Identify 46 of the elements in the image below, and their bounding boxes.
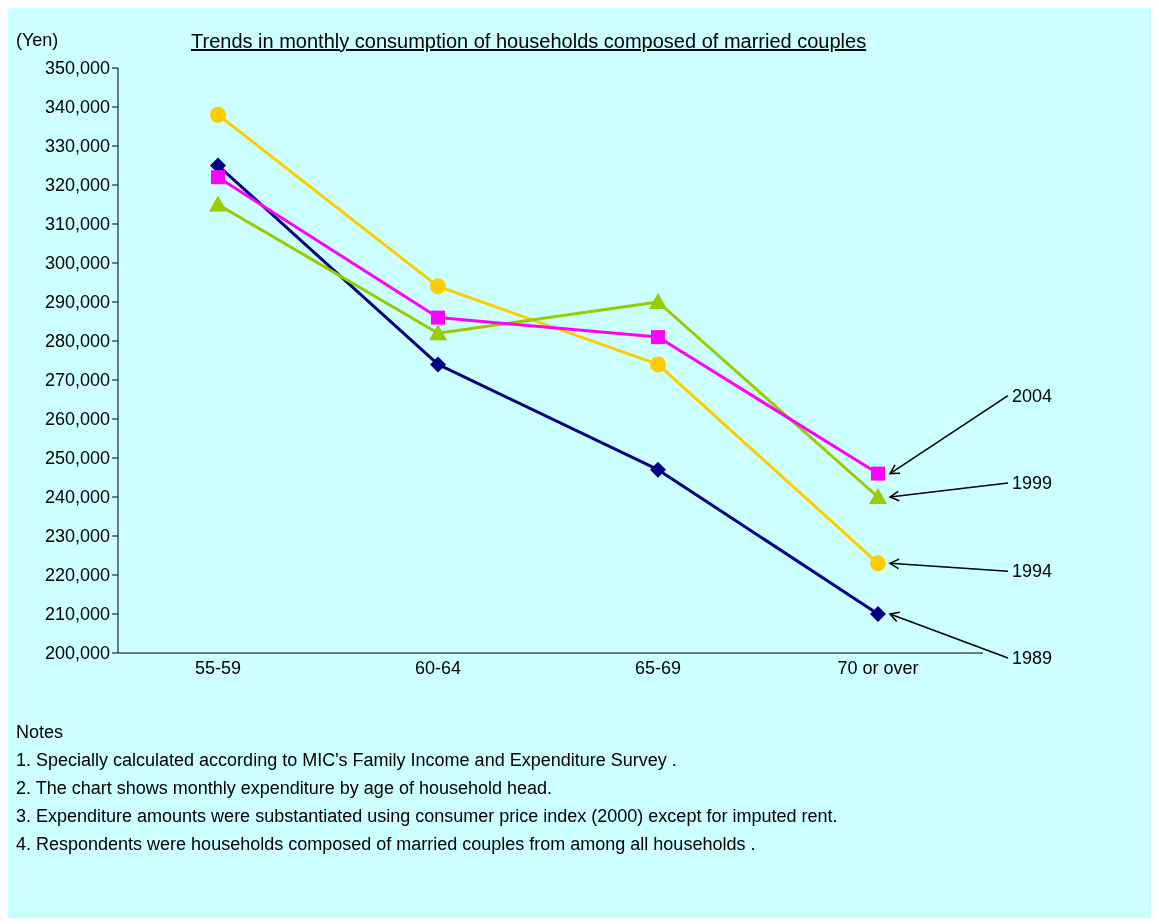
x-tick-label: 55-59 — [194, 657, 242, 678]
y-tick-label: 330,000 — [44, 136, 110, 157]
y-tick-label: 350,000 — [44, 58, 110, 79]
point — [210, 106, 226, 123]
x-tick-label: 65-69 — [634, 657, 682, 678]
y-tick-label: 250,000 — [44, 448, 110, 469]
text: 1994 — [1012, 561, 1053, 582]
point — [869, 488, 887, 504]
point — [650, 356, 666, 373]
y-tick-label: 220,000 — [44, 565, 110, 586]
point — [651, 330, 665, 345]
text: 2004 — [1012, 385, 1053, 406]
point — [871, 466, 885, 481]
point — [209, 195, 227, 212]
chart-title: Trends in monthly consumption of households composed of married couples — [191, 30, 867, 53]
point — [870, 606, 886, 622]
point — [430, 278, 446, 295]
y-tick-label: 270,000 — [44, 370, 110, 391]
y-tick-label: 320,000 — [44, 175, 110, 196]
text: Notes — [16, 721, 65, 744]
point — [650, 461, 666, 478]
text: 1989 — [1012, 648, 1053, 668]
y-tick-label: 240,000 — [44, 487, 110, 508]
point — [211, 170, 225, 185]
y-tick-label: 210,000 — [44, 604, 110, 625]
text: 3. Expenditure amounts were substantiated using consumer price index (2000) except for imputed rent. — [16, 805, 839, 828]
y-tick-label: 280,000 — [44, 331, 110, 352]
y-tick-label: 340,000 — [44, 97, 110, 118]
y-tick-label: 200,000 — [44, 643, 110, 664]
point — [870, 555, 886, 572]
point — [429, 324, 447, 341]
point — [649, 293, 667, 309]
text: 2. The chart shows monthly expenditure by age of household head. — [16, 777, 554, 800]
x-tick-label: 70 or over — [837, 657, 919, 678]
y-tick-label: 260,000 — [44, 409, 110, 430]
x-tick-label: 60-64 — [414, 657, 462, 678]
point — [430, 356, 446, 373]
text: 1. Specially calculated according to MIC's Family Income and Expenditure Survey . — [16, 749, 678, 772]
y-tick-label: 310,000 — [44, 214, 110, 235]
point — [431, 310, 445, 325]
y-tick-label: 300,000 — [44, 253, 110, 274]
text: 4. Respondents were households composed of married couples from among all households . — [16, 833, 757, 856]
y-tick-label: 290,000 — [44, 292, 110, 313]
y-axis-title: (Yen) — [16, 30, 59, 51]
y-tick-label: 230,000 — [44, 526, 110, 547]
text: 1999 — [1012, 473, 1053, 493]
